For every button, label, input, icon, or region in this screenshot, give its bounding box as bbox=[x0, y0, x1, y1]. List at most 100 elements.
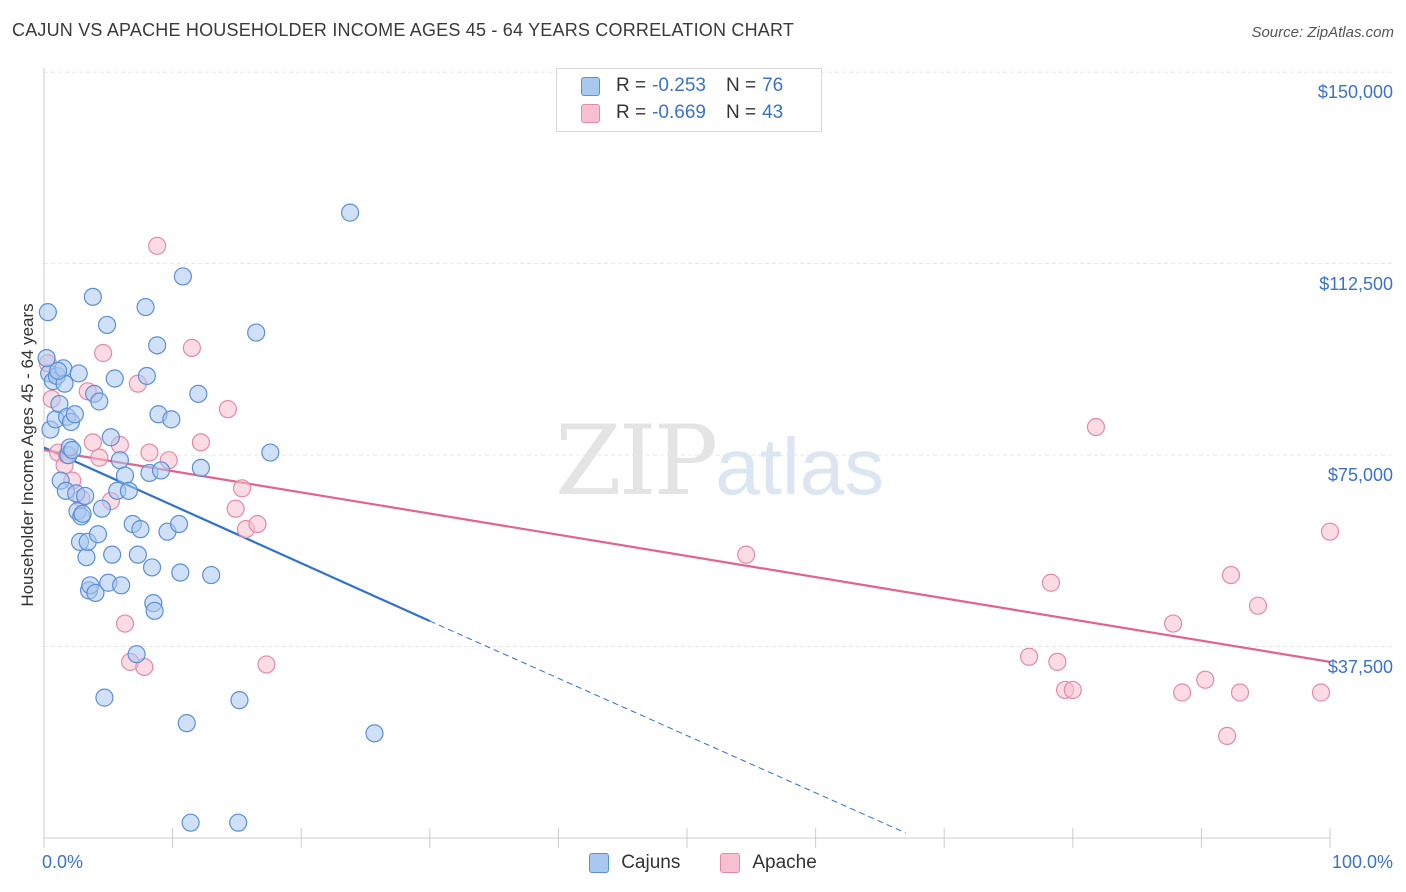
cajun-point bbox=[131, 520, 150, 539]
cajun-point bbox=[181, 813, 200, 832]
cajun-point bbox=[73, 504, 92, 523]
source-label: Source: ZipAtlas.com bbox=[1251, 24, 1394, 41]
legend-row-apache: R = -0.669 N = 43 bbox=[581, 100, 783, 126]
cajun-swatch bbox=[589, 853, 610, 873]
apache-swatch bbox=[720, 853, 741, 873]
apache-point bbox=[148, 236, 167, 255]
cajun-point bbox=[340, 203, 360, 222]
legend-label-apache: Apache bbox=[752, 852, 817, 873]
cajun-point bbox=[76, 486, 95, 506]
data-points bbox=[37, 203, 1340, 832]
cajun-point bbox=[148, 336, 167, 355]
y-tick-label: $150,000 bbox=[1317, 82, 1393, 103]
apache-point bbox=[94, 343, 113, 363]
apache-point bbox=[1248, 596, 1268, 615]
y-tick-label: $112,500 bbox=[1319, 273, 1393, 294]
cajun-point bbox=[189, 384, 208, 403]
axes bbox=[43, 68, 1331, 848]
apache-point bbox=[191, 433, 210, 452]
cajun-point bbox=[65, 405, 84, 424]
legend-item-apache[interactable]: Apache bbox=[720, 852, 817, 874]
cajun-point bbox=[49, 361, 68, 380]
cajun-trend-line bbox=[43, 446, 431, 623]
apache-point bbox=[90, 448, 109, 467]
cajun-point bbox=[173, 267, 192, 286]
legend-label-cajuns: Cajuns bbox=[621, 852, 681, 873]
cajun-point bbox=[169, 514, 189, 534]
cajun-point bbox=[162, 410, 181, 429]
r-label: R = bbox=[616, 102, 647, 123]
apache-point bbox=[1041, 573, 1061, 592]
cajun-point bbox=[38, 303, 57, 322]
cajun-point bbox=[77, 548, 96, 567]
x-tick-label-min: 0.0% bbox=[42, 852, 84, 872]
cajun-point bbox=[90, 392, 109, 411]
apache-point bbox=[182, 338, 201, 357]
cajun-point bbox=[63, 440, 82, 460]
y-tick-label: $75,000 bbox=[1327, 465, 1393, 486]
apache-point bbox=[218, 400, 237, 419]
apache-point bbox=[83, 433, 102, 452]
cajun-point bbox=[229, 813, 248, 832]
apache-point bbox=[1230, 683, 1250, 702]
legend-item-cajuns[interactable]: Cajuns bbox=[589, 852, 680, 874]
cajun-point bbox=[142, 558, 162, 577]
apache-point bbox=[248, 514, 267, 534]
cajun-point bbox=[103, 545, 122, 564]
apache-swatch bbox=[581, 103, 600, 123]
trend-lines bbox=[43, 446, 1331, 834]
watermark-zip: ZIP bbox=[555, 405, 718, 517]
r-label: R = bbox=[616, 75, 647, 96]
cajun-point bbox=[119, 481, 138, 500]
cajun-point bbox=[128, 545, 147, 564]
apache-point bbox=[226, 499, 245, 518]
cajun-point bbox=[137, 366, 156, 386]
n-label: N = bbox=[725, 75, 757, 96]
cajun-point bbox=[261, 443, 280, 462]
cajun-point bbox=[112, 576, 131, 595]
cajun-point bbox=[86, 583, 105, 603]
apache-point bbox=[1173, 683, 1192, 702]
r-value: -0.253 bbox=[652, 75, 706, 96]
apache-point bbox=[232, 479, 252, 498]
watermark-atlas: atlas bbox=[715, 422, 885, 511]
cajun-point bbox=[88, 525, 108, 544]
y-axis-label: Householder Income Ages 45 - 64 years bbox=[18, 303, 37, 607]
apache-point bbox=[737, 545, 756, 564]
n-value: 76 bbox=[762, 75, 784, 96]
apache-point bbox=[1019, 647, 1039, 666]
cajun-point bbox=[69, 364, 88, 383]
cajun-point bbox=[202, 565, 221, 585]
n-label: N = bbox=[725, 102, 757, 123]
cajun-point bbox=[95, 688, 114, 707]
cajun-trend-extension bbox=[429, 620, 906, 834]
apache-point bbox=[115, 614, 135, 633]
apache-point bbox=[1048, 652, 1067, 671]
x-tick-label-max: 100.0% bbox=[1331, 852, 1393, 872]
cajun-point bbox=[127, 645, 146, 664]
apache-trend-line bbox=[43, 448, 1331, 663]
cajun-point bbox=[105, 369, 124, 388]
legend-row-cajuns: R = -0.253 N = 76 bbox=[581, 73, 783, 99]
cajun-point bbox=[191, 458, 210, 477]
cajun-point bbox=[101, 428, 120, 447]
series-legend: Cajuns Apache bbox=[0, 852, 1406, 874]
cajun-point bbox=[145, 601, 164, 620]
cajun-point bbox=[97, 315, 117, 335]
apache-point bbox=[1320, 522, 1340, 541]
cajun-point bbox=[247, 323, 266, 342]
stats-legend: R = -0.253 N = 76 R = -0.669 N = 43 bbox=[556, 68, 822, 132]
chart-title: CAJUN VS APACHE HOUSEHOLDER INCOME AGES … bbox=[12, 20, 795, 40]
apache-point bbox=[257, 655, 276, 674]
cajun-point bbox=[136, 297, 155, 317]
cajun-point bbox=[230, 691, 249, 710]
r-value: -0.669 bbox=[652, 102, 706, 123]
cajun-point bbox=[365, 724, 384, 743]
cajun-point bbox=[83, 287, 102, 306]
cajun-swatch bbox=[581, 76, 600, 96]
apache-point bbox=[1063, 680, 1082, 700]
apache-point bbox=[1196, 670, 1215, 689]
cajun-point bbox=[171, 563, 190, 582]
cajun-point bbox=[115, 466, 135, 485]
